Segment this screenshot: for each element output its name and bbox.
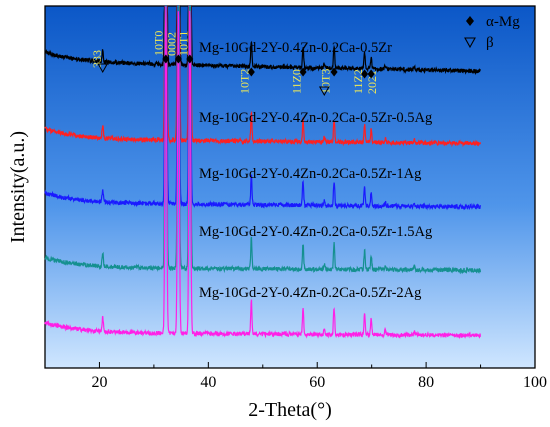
y-axis-label: Intensity(a.u.) [7,131,29,243]
series-labels: Mg-10Gd-2Y-0.4Zn-0.2Ca-0.5Zr Mg-10Gd-2Y-0… [199,40,432,301]
x-tick-label: 100 [523,374,547,391]
series-label-2: Mg-10Gd-2Y-0.4Zn-0.2Ca-0.5Zr-0.5Ag [199,110,432,126]
x-tick-label: 80 [418,374,434,391]
series-label-3: Mg-10Gd-2Y-0.4Zn-0.2Ca-0.5Zr-1Ag [199,166,421,182]
phase-markers [97,54,375,97]
x-axis-label: 2-Theta(°) [248,399,332,421]
peak-annotation-4: 10T1 [177,31,191,56]
series-line-4 [44,5,481,275]
series-line-5 [44,6,481,340]
peak-annotation-2: 10T0 [152,31,166,56]
series-label-4: Mg-10Gd-2Y-0.4Zn-0.2Ca-0.5Zr-1.5Ag [199,224,432,240]
x-axis: 20 40 60 80 100 [44,362,547,391]
x-tick-label: 20 [91,374,107,391]
legend-diamond-icon [466,16,474,26]
peak-annotation-5: 10T2 [238,69,252,94]
legend-triangle-icon [464,37,476,49]
legend: α-Mg β [464,14,520,51]
peak-annotation-8: 11Z2 [351,69,365,94]
beta-marker [97,63,109,74]
alpha-mg-marker [162,54,170,64]
peak-annotation-3: 0002 [165,32,179,56]
legend-label-2: β [486,35,494,51]
plot-area [44,5,536,369]
legend-label-1: α-Mg [486,14,520,30]
alpha-mg-marker [247,67,255,77]
alpha-mg-marker [330,67,338,77]
alpha-mg-marker [367,69,375,79]
alpha-mg-marker [186,54,194,64]
peak-annotation-1: 333 [90,50,104,68]
series-line-2 [44,5,481,148]
series-label-1: Mg-10Gd-2Y-0.4Zn-0.2Ca-0.5Zr [199,40,392,56]
peak-annotation-6: 11Z0 [289,69,303,94]
series-line-3 [44,5,481,211]
series-line-1 [44,5,481,76]
x-tick-label: 60 [309,374,325,391]
x-tick-label: 40 [200,374,216,391]
series-label-5: Mg-10Gd-2Y-0.4Zn-0.2Ca-0.5Zr-2Ag [199,285,421,301]
alpha-mg-marker [299,67,307,77]
peak-annotation-9: 2021 [365,70,379,94]
alpha-mg-marker [361,69,369,79]
beta-marker [318,86,330,97]
alpha-mg-marker [174,54,182,64]
peak-annotation-7: 10T3 [319,69,333,94]
series-curves [44,5,481,340]
